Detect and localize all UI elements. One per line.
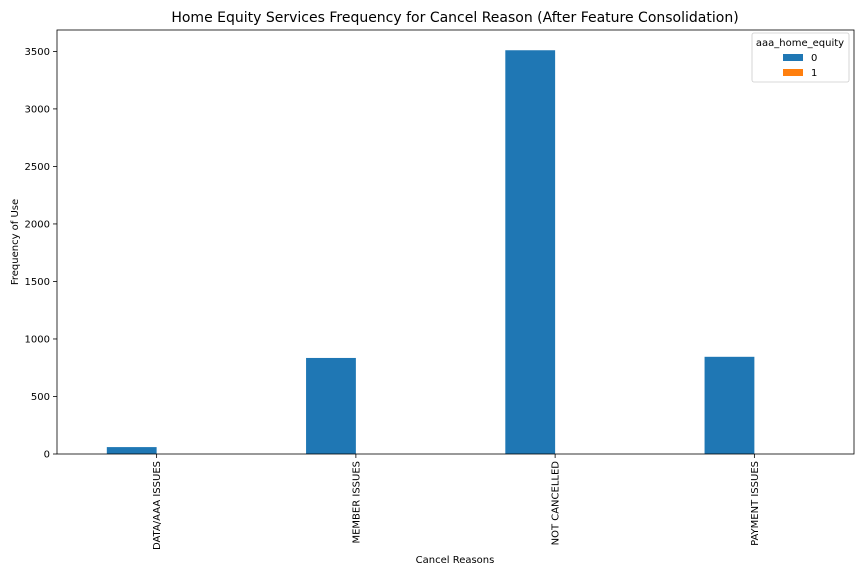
legend: aaa_home_equity 0 1 [751,32,850,83]
y-tick-label: 2500 [25,162,50,173]
legend-label-0: 0 [811,53,817,64]
y-tick-label: 0 [44,450,50,461]
y-axis: 0 500 1000 1500 2000 2500 3000 3500 [25,47,57,461]
y-tick-label: 3000 [25,104,50,115]
y-tick-label: 3500 [25,47,50,58]
bar-not-cancelled-series-0 [505,50,556,455]
x-axis-label: Cancel Reasons [416,555,495,566]
x-axis: DATA/AAA ISSUES MEMBER ISSUES NOT CANCELLE… [152,454,761,550]
x-tick-label: NOT CANCELLED [551,461,562,546]
y-tick-label: 2000 [25,219,50,230]
y-tick-label: 1500 [25,277,50,288]
chart-title: Home Equity Services Frequency for Cance… [171,10,738,26]
y-tick-label: 500 [31,392,50,403]
x-tick-label: MEMBER ISSUES [351,461,362,544]
legend-swatch-0 [783,54,803,61]
x-tick-label: DATA/AAA ISSUES [152,461,163,550]
bar-payment-issues-series-0 [704,356,755,454]
bar-member-issues-series-0 [306,357,356,454]
bar-data-aaa-issues-series-0 [106,447,157,454]
legend-swatch-1 [783,69,803,76]
plot-frame [56,29,855,455]
y-tick-label: 1000 [25,334,50,345]
legend-title: aaa_home_equity [756,38,844,49]
x-tick-label: PAYMENT ISSUES [750,461,761,546]
bars-layer [106,50,755,455]
y-axis-label: Frequency of Use [10,199,21,285]
legend-label-1: 1 [811,68,817,79]
